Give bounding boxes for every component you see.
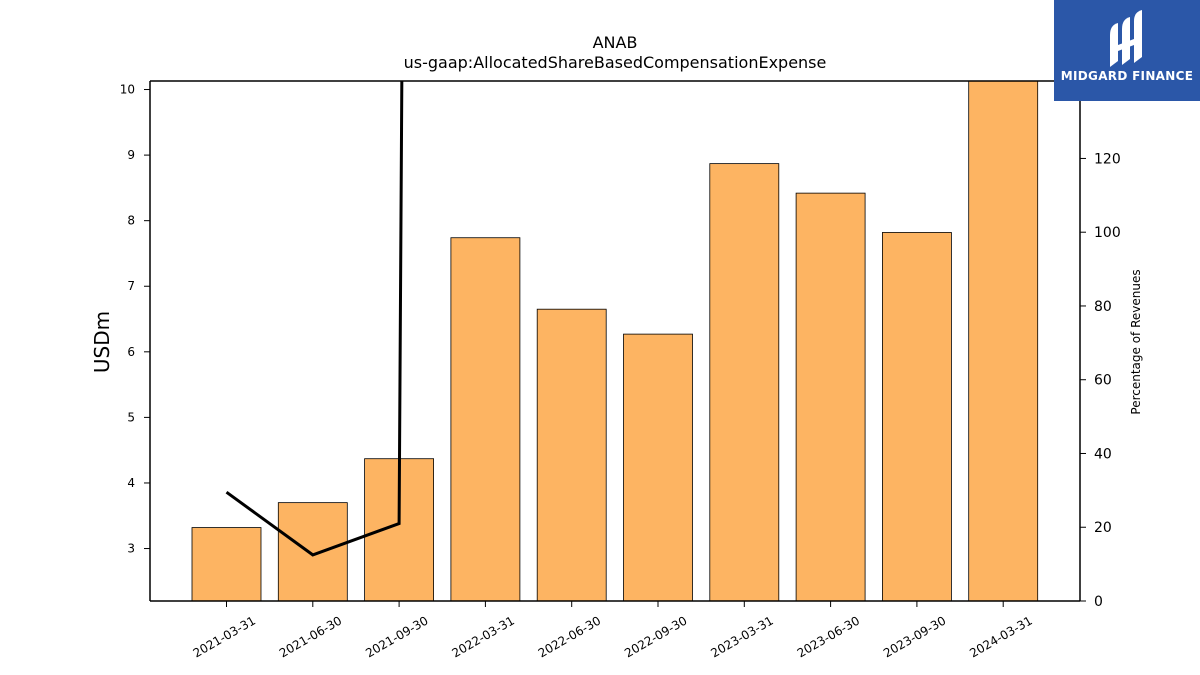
bars-group	[191, 81, 1039, 601]
x-tick-label-2021-06-30: 2021-06-30	[277, 613, 344, 660]
y-tick-label-6: 6	[127, 345, 135, 359]
bar-2022-03-31	[450, 237, 521, 601]
midgard-finance-logo: MIDGARD FINANCE	[1054, 0, 1200, 101]
bar-2023-06-30	[795, 192, 866, 601]
y-tick-label-8: 8	[127, 214, 135, 228]
y2-tick-label-40: 40	[1094, 446, 1112, 462]
x-tick-label-2023-09-30: 2023-09-30	[881, 613, 948, 660]
percentage-of-revenues-line	[225, 81, 404, 557]
y-tick-label-5: 5	[127, 410, 135, 424]
line-group	[225, 81, 404, 557]
x-tick-label-2024-03-31: 2024-03-31	[967, 613, 1034, 660]
x-tick-label-2022-06-30: 2022-06-30	[536, 613, 603, 660]
y-tick-label-10: 10	[120, 83, 135, 97]
chart-title: ANAB	[593, 33, 638, 52]
y-axis-label: USDm	[90, 311, 114, 373]
y-tick-label-3: 3	[127, 542, 135, 556]
y2-tick-label-120: 120	[1094, 151, 1121, 167]
y2-tick-label-60: 60	[1094, 373, 1112, 389]
x-tick-label-2022-03-31: 2022-03-31	[449, 613, 516, 660]
bar-2024-03-31	[968, 81, 1039, 601]
x-tick-label-2021-03-31: 2021-03-31	[191, 613, 258, 660]
bar-2022-09-30	[623, 333, 693, 601]
y2-tick-label-20: 20	[1094, 520, 1112, 536]
y2-tick-label-0: 0	[1094, 594, 1103, 610]
y2-tick-label-80: 80	[1094, 299, 1112, 315]
x-tick-label-2021-09-30: 2021-09-30	[363, 613, 430, 660]
logo-text: MIDGARD FINANCE	[1060, 69, 1194, 83]
x-tick-label-2023-03-31: 2023-03-31	[708, 613, 775, 660]
x-tick-label-2023-06-30: 2023-06-30	[795, 613, 862, 660]
bar-2021-03-31	[191, 527, 262, 601]
y-tick-label-7: 7	[127, 279, 135, 293]
midgard-logo-icon	[1110, 10, 1142, 67]
y2-tick-label-100: 100	[1094, 225, 1121, 241]
bar-2023-03-31	[709, 163, 780, 601]
x-tick-label-2022-09-30: 2022-09-30	[622, 613, 689, 660]
bar-2021-06-30	[277, 502, 348, 601]
y-tick-label-9: 9	[127, 148, 135, 162]
y2-axis-label: Percentage of Revenues	[1129, 269, 1143, 414]
chart-subtitle: us-gaap:AllocatedShareBasedCompensationE…	[404, 53, 827, 72]
bar-2022-06-30	[536, 308, 607, 601]
bar-2023-09-30	[882, 232, 952, 601]
y-tick-label-4: 4	[127, 476, 135, 490]
